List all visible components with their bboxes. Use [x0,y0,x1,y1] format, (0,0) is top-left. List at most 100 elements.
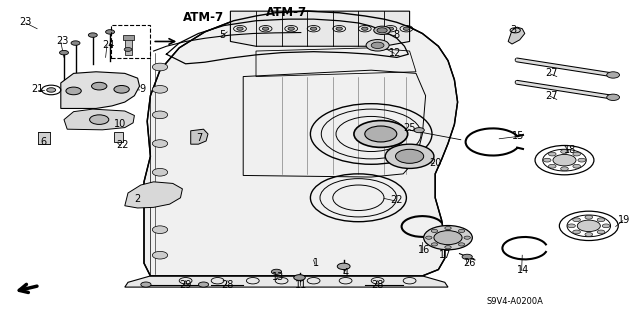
Text: 18: 18 [563,145,576,155]
Text: S9V4-A0200A: S9V4-A0200A [487,297,543,306]
Circle shape [354,121,408,147]
Circle shape [458,229,465,233]
Text: 3: 3 [510,25,516,35]
Circle shape [152,85,168,93]
Circle shape [92,82,107,90]
Circle shape [607,94,620,100]
Text: 11: 11 [294,279,307,290]
Text: 20: 20 [429,158,442,168]
Circle shape [431,229,438,233]
Circle shape [403,27,410,30]
Circle shape [114,85,129,93]
Circle shape [607,72,620,78]
Polygon shape [508,27,525,44]
Circle shape [152,111,168,119]
Circle shape [310,27,317,30]
Circle shape [237,27,243,30]
Text: 23: 23 [19,17,32,27]
Text: 5: 5 [220,30,226,40]
Polygon shape [61,72,140,108]
Text: ATM-7: ATM-7 [183,11,224,24]
Text: 6: 6 [40,137,47,147]
Circle shape [66,87,81,95]
Text: 26: 26 [463,258,476,268]
Circle shape [426,236,432,239]
Circle shape [141,282,151,287]
Circle shape [271,269,282,274]
Text: 28: 28 [221,279,234,290]
Circle shape [152,197,168,205]
Circle shape [365,126,397,142]
Bar [38,132,50,144]
Text: 12: 12 [389,48,402,58]
Circle shape [387,27,394,30]
Polygon shape [125,276,448,287]
Circle shape [294,275,305,280]
Bar [125,37,132,55]
Circle shape [458,243,465,246]
Text: 19: 19 [618,215,630,225]
Circle shape [543,158,551,162]
Circle shape [561,150,568,153]
Circle shape [124,48,132,51]
Circle shape [434,231,462,245]
Circle shape [414,128,424,133]
Text: 7: 7 [196,133,203,143]
Text: 14: 14 [517,264,530,275]
Circle shape [152,63,168,71]
Circle shape [152,168,168,176]
Circle shape [431,243,438,246]
Circle shape [561,167,568,171]
Circle shape [585,233,593,236]
Circle shape [573,230,580,234]
Circle shape [424,226,472,250]
Text: 13: 13 [272,271,285,282]
Bar [114,132,123,142]
Text: 23: 23 [56,36,69,47]
Circle shape [47,88,56,92]
Circle shape [198,282,209,287]
Text: 9: 9 [139,84,145,94]
Circle shape [371,42,384,48]
Circle shape [585,215,593,219]
Text: 25: 25 [403,122,416,133]
Circle shape [152,140,168,147]
Text: 4: 4 [342,268,349,278]
Text: 15: 15 [512,130,525,141]
Circle shape [152,251,168,259]
Circle shape [337,263,350,270]
Circle shape [152,226,168,234]
Polygon shape [144,11,458,276]
Circle shape [548,164,556,168]
Circle shape [573,152,580,156]
Text: 21: 21 [31,84,44,94]
Text: 2: 2 [134,194,141,204]
Circle shape [464,236,470,239]
Text: 27: 27 [545,68,558,78]
Circle shape [578,158,586,162]
Polygon shape [191,129,208,144]
Circle shape [396,149,424,163]
Text: 16: 16 [417,245,430,256]
Circle shape [577,220,600,232]
Circle shape [374,26,390,34]
Text: 29: 29 [179,279,192,290]
Text: 10: 10 [114,119,127,130]
Polygon shape [230,11,410,46]
Text: 1: 1 [313,258,319,268]
Circle shape [445,246,451,249]
Circle shape [106,30,115,34]
Text: ATM-7: ATM-7 [266,6,307,19]
Text: 27: 27 [545,91,558,101]
Circle shape [553,154,576,166]
Text: 17: 17 [439,250,452,260]
Circle shape [568,224,575,228]
Text: 22: 22 [390,195,403,205]
Circle shape [573,218,580,222]
Circle shape [366,40,389,51]
Polygon shape [64,109,134,130]
Circle shape [336,27,342,30]
Circle shape [88,33,97,37]
Circle shape [597,218,605,222]
Circle shape [90,115,109,124]
